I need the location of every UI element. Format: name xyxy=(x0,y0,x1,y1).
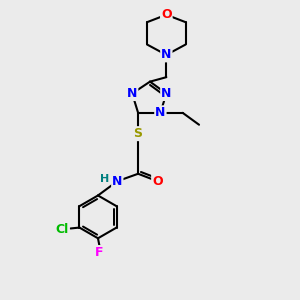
Text: H: H xyxy=(100,174,110,184)
Text: Cl: Cl xyxy=(56,223,69,236)
Text: N: N xyxy=(161,87,172,100)
Text: N: N xyxy=(161,48,172,62)
Text: S: S xyxy=(134,127,142,140)
Text: O: O xyxy=(161,8,172,21)
Text: N: N xyxy=(127,87,137,100)
Text: N: N xyxy=(155,106,166,119)
Text: F: F xyxy=(95,246,104,259)
Text: O: O xyxy=(152,175,163,188)
Text: N: N xyxy=(112,175,122,188)
